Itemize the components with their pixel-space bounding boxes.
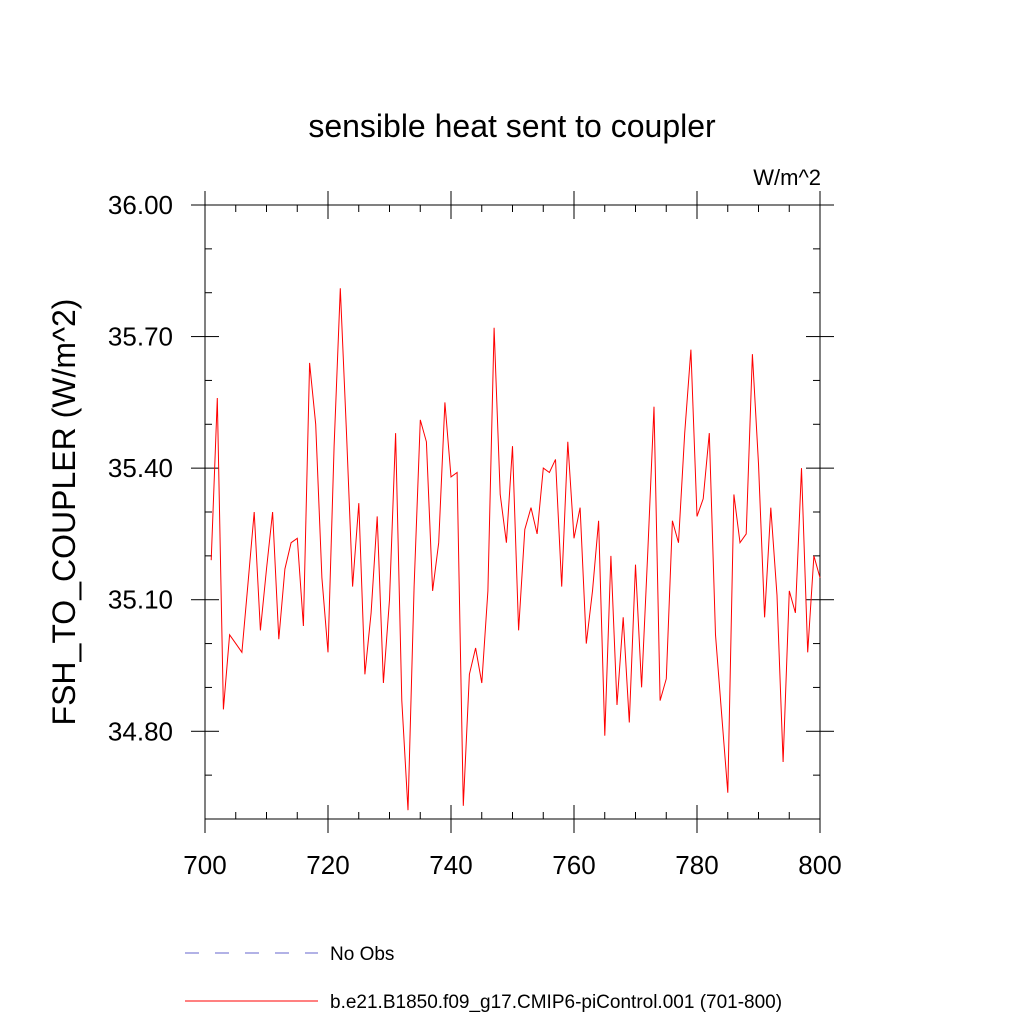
- y-tick-label: 35.40: [108, 453, 173, 483]
- x-tick-label: 720: [306, 850, 349, 880]
- x-tick-label: 780: [675, 850, 718, 880]
- axis-ticks: 700 720 740 760 780 800 34.80 35.10 35.40 35.70 36…: [108, 190, 842, 880]
- series-line: [210, 288, 821, 811]
- x-tick-label: 800: [798, 850, 841, 880]
- data-marks: [210, 288, 821, 811]
- y-axis-label: FSH_TO_COUPLER (W/m^2): [46, 299, 82, 726]
- y-tick-label: 35.10: [108, 585, 173, 615]
- y-tick-label: 35.70: [108, 322, 173, 352]
- x-tick-label: 760: [552, 850, 595, 880]
- chart-title: sensible heat sent to coupler: [308, 108, 716, 144]
- y-tick-label: 34.80: [108, 716, 173, 746]
- legend-label-no-obs: No Obs: [330, 944, 394, 965]
- legend: No Obs b.e21.B1850.f09_g17.CMIP6-piContr…: [185, 944, 782, 1013]
- plot-frame: [204, 204, 821, 820]
- x-tick-label: 700: [183, 850, 226, 880]
- legend-label-series: b.e21.B1850.f09_g17.CMIP6-piControl.001 …: [330, 992, 782, 1013]
- x-tick-label: 740: [429, 850, 472, 880]
- units-label: W/m^2: [753, 165, 821, 190]
- y-tick-label: 36.00: [108, 190, 173, 220]
